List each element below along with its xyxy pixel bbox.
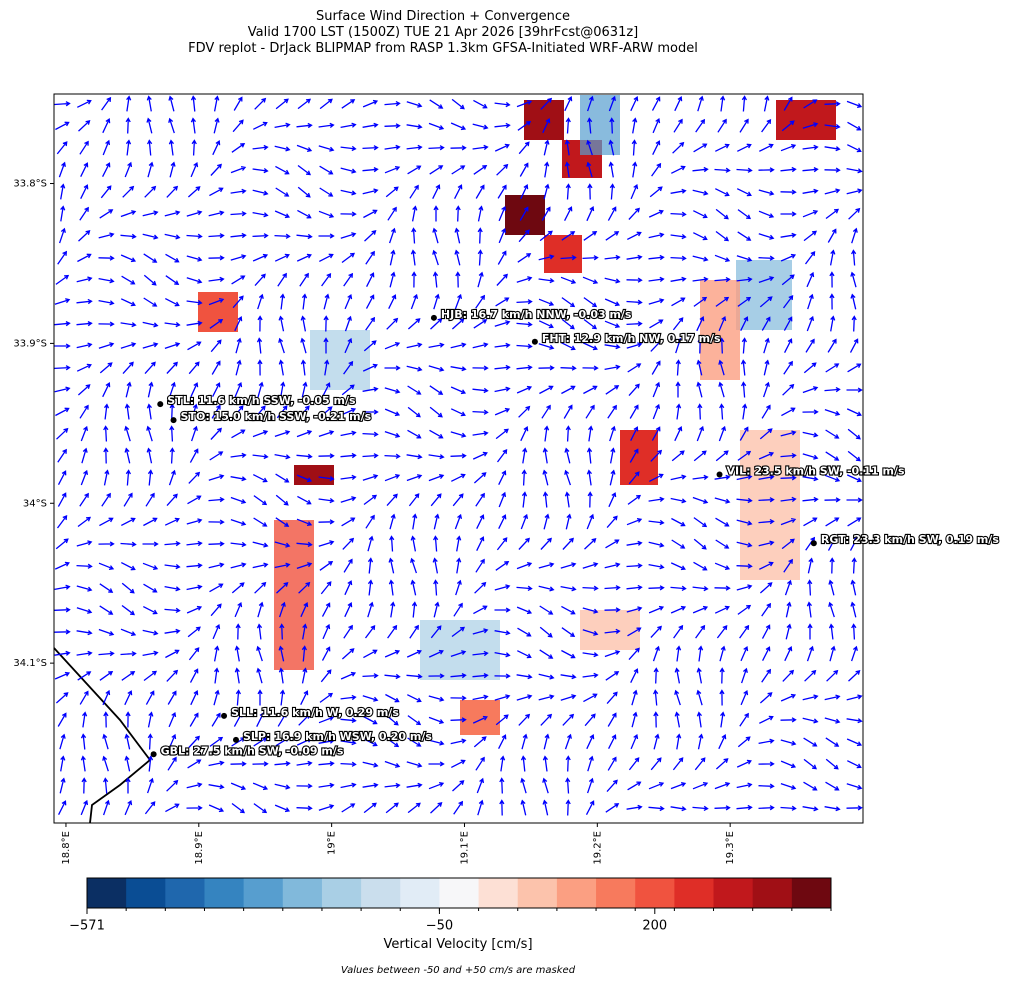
x-tick-label: 19.1°E [459,831,470,865]
colorbar-bin [87,878,127,908]
station-label: VIL: 23.5 km/h SW, -0.11 m/s [727,464,905,477]
vv-patch [505,195,545,235]
station-point [430,314,437,321]
station-point [531,338,538,345]
colorbar-label: Vertical Velocity [cm/s] [383,937,532,952]
vv-patch [620,430,658,485]
colorbar-tick-label: −571 [69,919,105,934]
title-line: Valid 1700 LST (1500Z) TUE 21 Apr 2026 [… [248,25,639,40]
station-label: STO: 15.0 km/h SSW, -0.21 m/s [181,410,372,423]
colorbar-bin [556,878,597,908]
x-tick-label: 19.3°E [725,831,736,865]
colorbar-bin [752,878,793,908]
vv-patch [420,620,500,680]
x-tick-label: 18.9°E [194,831,205,865]
colorbar-bin [478,878,519,908]
colorbar-bin [243,878,284,908]
colorbar-frame [86,877,832,909]
y-tick-label: 33.8°S [13,179,47,190]
station-label: HJB: 16.7 km/h NNW, -0.03 m/s [441,308,632,321]
x-tick-label: 18.8°E [61,831,72,865]
station-label: RGT: 23.3 km/h SW, 0.19 m/s [821,533,999,546]
colorbar-bin [204,878,245,908]
colorbar-bin [596,878,636,908]
colorbar-bin [635,878,675,908]
y-tick-label: 33.9°S [13,338,47,349]
colorbar-bin [321,878,362,908]
station-label: STL: 11.6 km/h SSW, -0.05 m/s [167,394,356,407]
vv-patch [460,700,500,735]
title-line: Surface Wind Direction + Convergence [316,9,570,24]
colorbar-bin [439,878,480,908]
vv-patch [294,465,334,485]
map-frame [53,93,864,824]
station-point [150,751,157,758]
colorbar-bin [791,878,832,908]
vv-patch [198,292,238,332]
colorbar-bin [674,878,715,908]
title-line: FDV replot - DrJack BLIPMAP from RASP 1.… [188,41,698,56]
station-point [170,417,177,424]
station-label: SLL: 11.6 km/h W, 0.29 m/s [231,706,399,719]
map-area [53,93,864,824]
station-point [157,401,164,408]
y-tick-label: 34.1°S [13,658,47,669]
vv-patch [274,520,314,670]
coastline [53,647,152,824]
y-tick-label: 34°S [23,498,47,509]
vv-patch [310,330,370,390]
colorbar-bin [361,878,401,908]
station-label: GBL: 27.5 km/h SW, -0.09 m/s [161,744,344,757]
vv-patch [580,610,640,650]
x-tick-label: 19.2°E [592,831,603,865]
colorbar-bin [713,878,754,908]
colorbar-bin [282,878,323,908]
x-tick-label: 19°E [327,831,338,855]
colorbar-bin [165,878,205,908]
vv-patch [580,95,620,155]
station-point [716,471,723,478]
colorbar-tick-label: −50 [426,919,453,934]
vv-patch [740,430,800,580]
station-point [232,736,239,743]
station-point [810,540,817,547]
station-label: FHT: 12.9 km/h NW, 0.17 m/s [542,332,721,345]
note: Values between -50 and +50 cm/s are mask… [341,965,576,976]
wind-arrows [54,95,863,816]
colorbar-tick-label: 200 [642,919,667,934]
colorbar-bin [126,878,166,908]
vv-patch [544,235,582,273]
station-point [221,712,228,719]
station-label: SLP: 16.9 km/h WSW, 0.20 m/s [243,730,432,743]
colorbar-bin [517,878,558,908]
colorbar-bin [400,878,440,908]
